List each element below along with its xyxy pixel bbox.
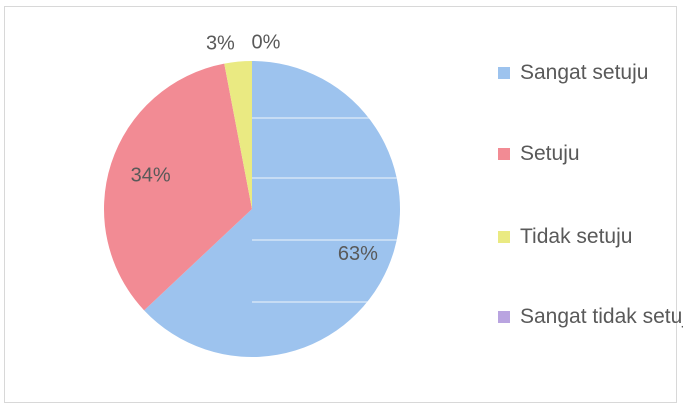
legend-item-sangat-setuju: Sangat setuju [498,58,648,87]
legend-item-setuju: Setuju [498,139,580,168]
legend-swatch-tidak-setuju [498,231,510,243]
pie-slice-setuju [103,63,252,311]
legend-swatch-sangat-tidak-setuju [498,311,510,323]
data-label-tidak-setuju: 3% [206,32,235,54]
legend-label-tidak-setuju: Tidak setuju [520,225,633,248]
pie-slice-sangat-setuju [144,61,400,357]
data-label-setuju: 34% [131,164,171,186]
legend-label-sangat-setuju: Sangat setuju [520,61,649,84]
legend-item-tidak-setuju: Tidak setuju [498,222,632,251]
data-label-sangat-setuju: 63% [338,243,378,265]
legend-label-setuju: Setuju [520,142,580,165]
legend-label-sangat-tidak-setuju: Sangat tidak setuju [520,305,683,328]
legend-swatch-setuju [498,148,510,160]
legend-item-sangat-tidak-setuju: Sangat tidak setuju [498,302,683,331]
legend-swatch-sangat-setuju [498,67,510,79]
data-label-sangat-tidak-setuju: 0% [252,32,281,54]
pie-slice-tidak-setuju [224,61,252,209]
